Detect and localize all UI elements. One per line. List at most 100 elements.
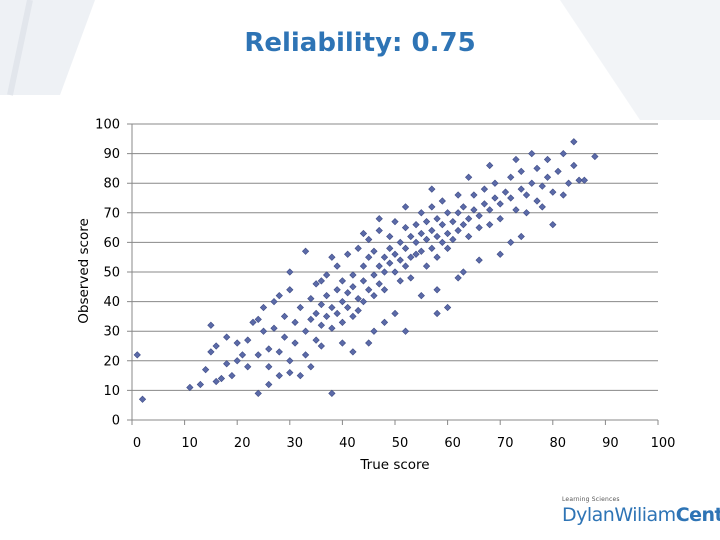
x-tick-label: 40 [339, 436, 356, 451]
data-point [401, 262, 410, 270]
data-point [265, 380, 273, 389]
data-point [328, 303, 336, 312]
data-point [286, 369, 294, 377]
data-point [433, 286, 441, 294]
data-point [349, 271, 357, 279]
data-point [354, 244, 362, 252]
data-point [370, 271, 378, 279]
data-point [533, 197, 541, 205]
data-point [202, 366, 210, 374]
x-tick-label: 100 [651, 436, 676, 451]
data-point [275, 348, 283, 356]
axis-layer: 0 10 20 30 40 50 60 70 80 90 100 0 10 20 30 40 50 60 70 80 9… [95, 118, 675, 452]
data-point [328, 253, 336, 261]
logo: Learning Sciences DylanWiliamCenter [562, 496, 720, 530]
data-point [223, 333, 231, 341]
data-point [433, 215, 441, 223]
data-point [407, 274, 415, 282]
data-point [296, 371, 304, 380]
data-point [459, 203, 468, 211]
data-point [465, 232, 473, 241]
data-point [322, 312, 331, 321]
data-point [217, 374, 226, 383]
data-point [233, 339, 241, 347]
data-point [333, 262, 341, 270]
x-tick-label: 50 [392, 436, 409, 451]
data-point [528, 149, 536, 158]
y-tick-label: 40 [103, 295, 120, 310]
data-point [349, 283, 357, 291]
data-point [349, 348, 357, 356]
data-point [417, 247, 425, 255]
y-tick-label: 60 [103, 236, 120, 251]
data-point [138, 395, 147, 403]
data-point [396, 256, 404, 264]
data-point [496, 200, 504, 208]
data-point [391, 268, 399, 276]
data-points [133, 138, 599, 403]
data-point [286, 357, 294, 365]
x-tick-label: 0 [133, 436, 141, 451]
data-point [375, 226, 383, 235]
data-point [507, 194, 515, 202]
data-point [386, 232, 394, 241]
data-point [412, 221, 420, 229]
data-point [528, 179, 536, 187]
data-point [328, 389, 336, 397]
data-point [391, 218, 399, 226]
y-tick-label: 30 [103, 325, 120, 340]
data-point [470, 206, 478, 214]
data-point [370, 327, 378, 335]
data-point [370, 247, 378, 255]
data-point [317, 321, 325, 329]
data-point [475, 212, 483, 220]
data-point [417, 229, 425, 238]
data-point [438, 221, 446, 229]
data-point [259, 327, 268, 335]
data-point [375, 215, 383, 223]
data-point [338, 277, 347, 285]
data-point [433, 253, 441, 261]
data-point [491, 194, 499, 202]
data-point [433, 309, 441, 318]
data-point [307, 315, 315, 323]
data-point [465, 215, 473, 223]
data-point [412, 250, 420, 258]
data-point [380, 268, 389, 276]
y-tick-label: 70 [103, 206, 120, 221]
data-point [549, 188, 557, 196]
data-point [428, 244, 436, 252]
x-tick-label: 90 [602, 436, 619, 451]
data-point [244, 336, 252, 344]
data-point [443, 244, 452, 252]
data-point [512, 206, 520, 214]
data-point [538, 203, 546, 211]
data-point [359, 262, 368, 270]
data-point [265, 363, 273, 371]
data-point [433, 232, 441, 241]
data-point [349, 312, 357, 321]
data-point [496, 250, 504, 258]
data-point [380, 286, 389, 294]
data-point [564, 179, 573, 187]
data-point [422, 218, 431, 226]
y-tick-label: 0 [112, 414, 120, 429]
data-point [407, 232, 415, 241]
data-point [238, 351, 247, 359]
decor-shape-right [560, 0, 720, 120]
data-point [443, 209, 452, 217]
data-point [254, 389, 262, 397]
data-point [512, 155, 520, 164]
data-point [543, 173, 552, 181]
data-point [517, 167, 525, 175]
data-point [223, 360, 231, 368]
y-tick-label: 50 [103, 266, 120, 281]
data-point [386, 259, 394, 267]
data-point [375, 280, 383, 288]
data-point [254, 351, 262, 359]
grid-layer [127, 123, 658, 421]
logo-wordmark: DylanWiliamCenter [562, 504, 720, 526]
data-point [133, 351, 141, 359]
data-point [501, 188, 510, 196]
